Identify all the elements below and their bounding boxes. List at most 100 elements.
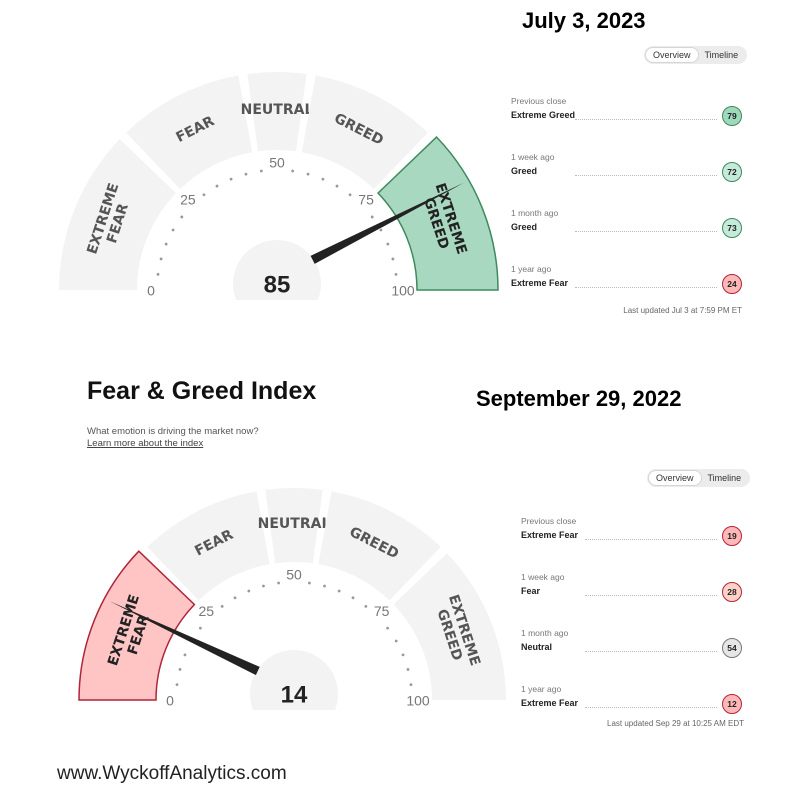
learn-more-link[interactable]: Learn more about the index	[87, 438, 204, 449]
history-value-badge: 28	[722, 582, 742, 602]
history-value-badge: 24	[722, 274, 742, 294]
history-period: 1 year ago	[521, 684, 562, 694]
tick-label-75: 75	[358, 192, 374, 208]
history-value-badge: 72	[722, 162, 742, 182]
history-row: Previous close Extreme Fear 19	[521, 516, 743, 572]
history-value-badge: 19	[722, 526, 742, 546]
tick-dot	[370, 215, 374, 219]
gauge-needle	[109, 601, 260, 676]
tick-dot	[259, 169, 263, 173]
tick-label-25: 25	[180, 192, 196, 208]
tick-dot	[156, 272, 160, 276]
segment-fear	[147, 491, 270, 601]
tick-dot	[171, 228, 175, 232]
tick-dot	[164, 242, 168, 246]
history-row: 1 week ago Fear 28	[521, 572, 743, 628]
disc-mask	[217, 300, 337, 340]
segment-extreme-greed	[393, 553, 506, 700]
segment-label-neutral: NEUTRAL	[258, 516, 331, 532]
history-period: Previous close	[511, 96, 567, 106]
history-row: 1 month ago Neutral 54	[521, 628, 743, 684]
tick-dot	[323, 584, 326, 588]
history-sentiment: Fear	[521, 584, 743, 598]
tick-dot	[409, 683, 413, 687]
tab-timeline[interactable]: Timeline	[704, 50, 739, 60]
tick-label-0: 0	[166, 693, 174, 709]
tick-dot	[159, 257, 163, 261]
tick-dot	[277, 581, 280, 585]
history-sentiment-label: Neutral	[521, 642, 553, 652]
dotted-leader	[585, 707, 717, 708]
segment-extreme-fear	[78, 550, 196, 701]
tab-overview[interactable]: Overview	[646, 48, 698, 62]
history-sentiment: Extreme Fear	[521, 528, 743, 542]
date-title: July 3, 2023	[522, 8, 646, 33]
history-sentiment-label: Fear	[521, 586, 541, 596]
history-sentiment: Greed	[511, 164, 743, 178]
tick-dot	[244, 172, 248, 176]
dotted-leader	[585, 539, 717, 540]
tick-dot	[406, 668, 410, 671]
history-list: Previous close Extreme Greed 79 1 week ago G…	[511, 96, 743, 320]
tick-dot	[386, 242, 390, 246]
last-updated: Last updated Jul 3 at 7:59 PM ET	[623, 306, 742, 315]
segment-greed	[301, 75, 428, 189]
history-sentiment: Greed	[511, 220, 743, 234]
watermark-url: www.WyckoffAnalytics.com	[57, 763, 287, 784]
tick-label-100: 100	[406, 693, 430, 709]
history-sentiment-label: Greed	[511, 222, 538, 232]
history-sentiment: Neutral	[521, 640, 743, 654]
view-toggle: Overview Timeline	[647, 469, 751, 487]
history-value-badge: 73	[722, 218, 742, 238]
tick-label-100: 100	[391, 283, 415, 299]
history-row: 1 year ago Extreme Fear 24	[511, 264, 743, 320]
history-sentiment-label: Greed	[511, 166, 538, 176]
history-sentiment-label: Extreme Greed	[511, 110, 576, 120]
segment-greed	[318, 491, 441, 601]
segment-label-neutral: NEUTRAL	[241, 102, 314, 118]
last-updated: Last updated Sep 29 at 10:25 AM EDT	[607, 719, 744, 728]
tick-dot	[180, 215, 184, 219]
history-value-badge: 12	[722, 694, 742, 714]
gauge-value: 14	[281, 681, 308, 708]
tick-dot	[321, 177, 325, 181]
history-sentiment: Extreme Greed	[511, 108, 743, 122]
fear-greed-gauge: EXTREMEFEARFEARNEUTRALGREEDEXTREMEGREED0…	[78, 488, 506, 750]
segment-fear	[126, 75, 253, 189]
tab-timeline[interactable]: Timeline	[707, 473, 742, 483]
tick-label-50: 50	[269, 155, 285, 171]
tick-dot	[335, 184, 339, 188]
tick-dot	[198, 626, 202, 630]
segment-neutral	[247, 71, 307, 152]
page-title: Fear & Greed Index	[87, 377, 317, 405]
dotted-leader	[575, 175, 717, 176]
tick-dot	[401, 653, 405, 657]
tick-dot	[183, 653, 187, 657]
history-period: Previous close	[521, 516, 577, 526]
tick-dot	[247, 589, 251, 593]
tick-dot	[394, 639, 398, 643]
tick-dot	[291, 169, 295, 173]
fear-greed-gauge: EXTREMEFEARFEARNEUTRALGREEDEXTREMEGREED0…	[59, 71, 499, 340]
history-value-badge: 79	[722, 106, 742, 126]
history-row: Previous close Extreme Greed 79	[511, 96, 743, 152]
tab-overview[interactable]: Overview	[649, 471, 701, 485]
tick-dot	[202, 193, 206, 197]
tick-dot	[391, 257, 395, 261]
dotted-leader	[585, 651, 717, 652]
page-subtitle: What emotion is driving the market now?	[87, 426, 259, 437]
dotted-leader	[585, 595, 717, 596]
tick-label-25: 25	[199, 603, 215, 619]
gauge-needle	[310, 182, 465, 264]
tick-dot	[394, 272, 398, 276]
tick-dot	[233, 596, 237, 600]
gauge-panel-sept-2022: Fear & Greed Index What emotion is drivi…	[0, 360, 798, 750]
gauge-value: 85	[264, 271, 291, 298]
history-row: 1 month ago Greed 73	[511, 208, 743, 264]
tick-dot	[178, 668, 182, 671]
tick-dot	[386, 626, 390, 630]
history-period: 1 month ago	[511, 208, 559, 218]
date-title: September 29, 2022	[476, 386, 682, 411]
tick-dot	[308, 581, 311, 585]
history-list: Previous close Extreme Fear 19 1 week ago Fe…	[521, 516, 743, 740]
